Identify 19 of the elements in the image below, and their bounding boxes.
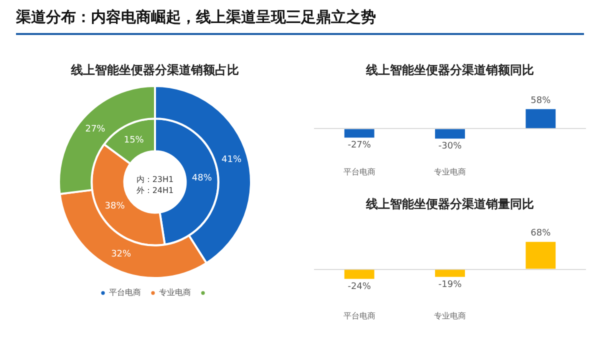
data-label: 38% [104, 202, 126, 212]
data-label: 58% [530, 96, 552, 106]
chart-title: 线上智能坐便器分渠道销额同比 [364, 62, 535, 79]
legend-label: 平台电商 [109, 288, 141, 298]
data-label: 48% [192, 174, 212, 184]
data-label: 41% [222, 155, 242, 166]
text: 内：23H1 外：24H1 [136, 175, 174, 195]
text: 渠道分布：内容电商崛起，线上渠道呈现三足鼎立之势 [16, 8, 584, 35]
data-label: -27% [348, 140, 372, 151]
data-label: 68% [530, 228, 552, 239]
data-label: -30% [438, 142, 462, 152]
chart-title: 线上智能坐便器分渠道销额占比 [70, 62, 240, 79]
data-label: 15% [124, 135, 144, 146]
data-label: -19% [438, 280, 462, 290]
legend-label: 专业电商 [159, 288, 191, 298]
chart-title: 线上智能坐便器分渠道销量同比 [364, 196, 535, 213]
data-label: 32% [111, 249, 132, 260]
data-label: -24% [348, 282, 372, 292]
data-label: 27% [85, 124, 106, 135]
